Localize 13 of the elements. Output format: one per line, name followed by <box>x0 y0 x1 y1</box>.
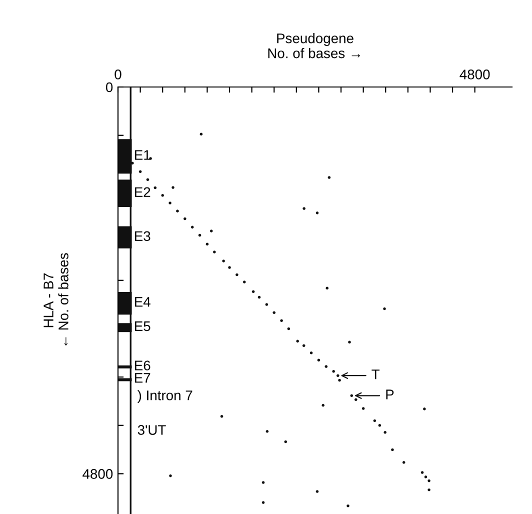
annotation: T <box>372 370 380 380</box>
annotation: E7 <box>135 373 150 383</box>
annotation: E5 <box>135 321 150 332</box>
annotation: E6 <box>135 360 150 370</box>
annotation: 3'UT <box>138 425 166 435</box>
y-axis-title: HLA - B7 ← No. of bases <box>44 253 68 346</box>
annotation: E2 <box>135 187 150 197</box>
annotation: E4 <box>135 297 150 307</box>
annotation: ) Intron 7 <box>137 390 192 404</box>
x-axis-title: Pseudogene No. of bases → <box>268 33 360 58</box>
annotation: E3 <box>135 231 150 242</box>
annotation: E1 <box>135 150 150 160</box>
annotation: P <box>386 390 394 400</box>
